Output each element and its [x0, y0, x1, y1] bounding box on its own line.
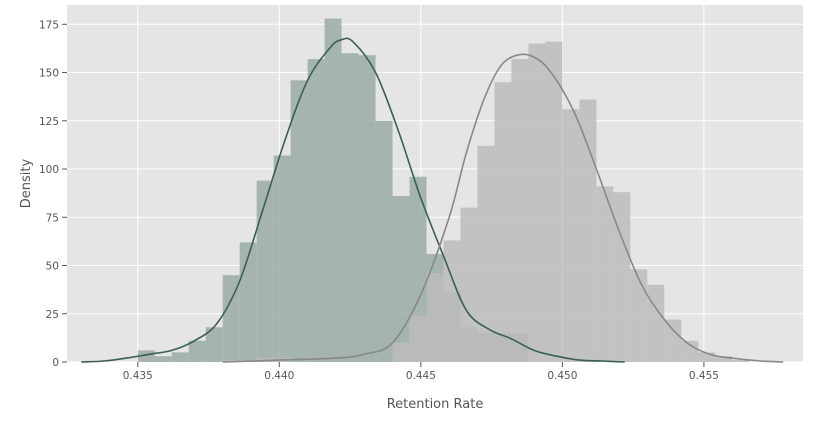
histogram-bar-series-2 — [426, 273, 444, 362]
histogram-bar-series-1 — [256, 180, 274, 362]
x-axis-ticks: 0.435 0.440 0.445 0.450 0.455 — [123, 362, 719, 382]
y-axis-ticks: 0 25 50 75 100 125 150 175 — [39, 19, 67, 369]
histogram-bar-series-2 — [613, 192, 631, 362]
histogram-bar-series-2 — [596, 186, 614, 362]
y-tick-label: 150 — [39, 68, 59, 80]
histogram-bar-series-1 — [137, 350, 155, 362]
histogram-bar-series-2 — [409, 315, 427, 362]
histogram-bar-series-2 — [443, 240, 461, 362]
histogram-bar-series-2 — [630, 269, 648, 362]
histogram-bar-series-2 — [392, 342, 410, 362]
x-tick-label: 0.445 — [406, 370, 436, 382]
histogram-bar-series-1 — [341, 53, 359, 362]
y-tick-label: 75 — [46, 212, 59, 224]
y-axis-label: Density — [19, 158, 34, 208]
y-tick-label: 0 — [52, 357, 59, 369]
kde-curve-series-1 — [81, 37, 625, 363]
histogram-bar-series-1 — [392, 196, 410, 362]
x-tick-label: 0.440 — [264, 370, 294, 382]
density-curves — [81, 37, 784, 363]
histogram-bar-series-1 — [205, 327, 223, 362]
histogram-bar-series-2 — [579, 99, 597, 362]
histogram-bar-series-1 — [273, 155, 291, 362]
histogram-bar-series-2 — [562, 109, 580, 362]
histogram-bar-series-1 — [358, 55, 376, 362]
histogram-bar-series-2 — [528, 43, 546, 362]
histogram-bar-series-1 — [171, 352, 189, 362]
histogram-bar-series-1 — [324, 18, 342, 362]
histogram-bar-series-2 — [681, 340, 699, 362]
histogram-bar-series-1 — [290, 80, 308, 362]
histogram-bar-series-2 — [698, 352, 716, 362]
histogram-bar-series-2 — [545, 41, 563, 363]
histogram-bar-series-1 — [154, 356, 172, 362]
histogram-bar-series-2 — [460, 207, 478, 362]
x-tick-label: 0.450 — [547, 370, 577, 382]
histogram-bars — [137, 18, 750, 363]
histogram-bar-series-2 — [511, 59, 529, 362]
histogram-bar-series-2 — [494, 82, 512, 363]
histogram-bar-series-2 — [715, 356, 733, 362]
histogram-bar-series-2 — [664, 319, 682, 362]
y-tick-label: 125 — [39, 116, 59, 128]
x-tick-label: 0.455 — [689, 370, 719, 382]
histogram-bar-series-2 — [477, 145, 495, 362]
histogram-bar-series-1 — [188, 340, 206, 362]
y-tick-label: 25 — [46, 309, 59, 321]
histogram-bar-series-1 — [239, 242, 257, 362]
x-tick-label: 0.435 — [123, 370, 153, 382]
histogram-bar-series-1 — [222, 275, 240, 362]
y-tick-label: 175 — [39, 19, 59, 31]
histogram-bar-series-1 — [375, 120, 393, 362]
kde-curve-series-2 — [222, 53, 784, 363]
histogram-bar-series-2 — [732, 360, 750, 362]
y-tick-label: 100 — [39, 164, 59, 176]
y-tick-label: 50 — [46, 261, 59, 273]
histogram-bar-series-1 — [307, 59, 325, 362]
x-axis-label: Retention Rate — [387, 397, 484, 412]
histogram-bar-series-2 — [647, 284, 665, 362]
